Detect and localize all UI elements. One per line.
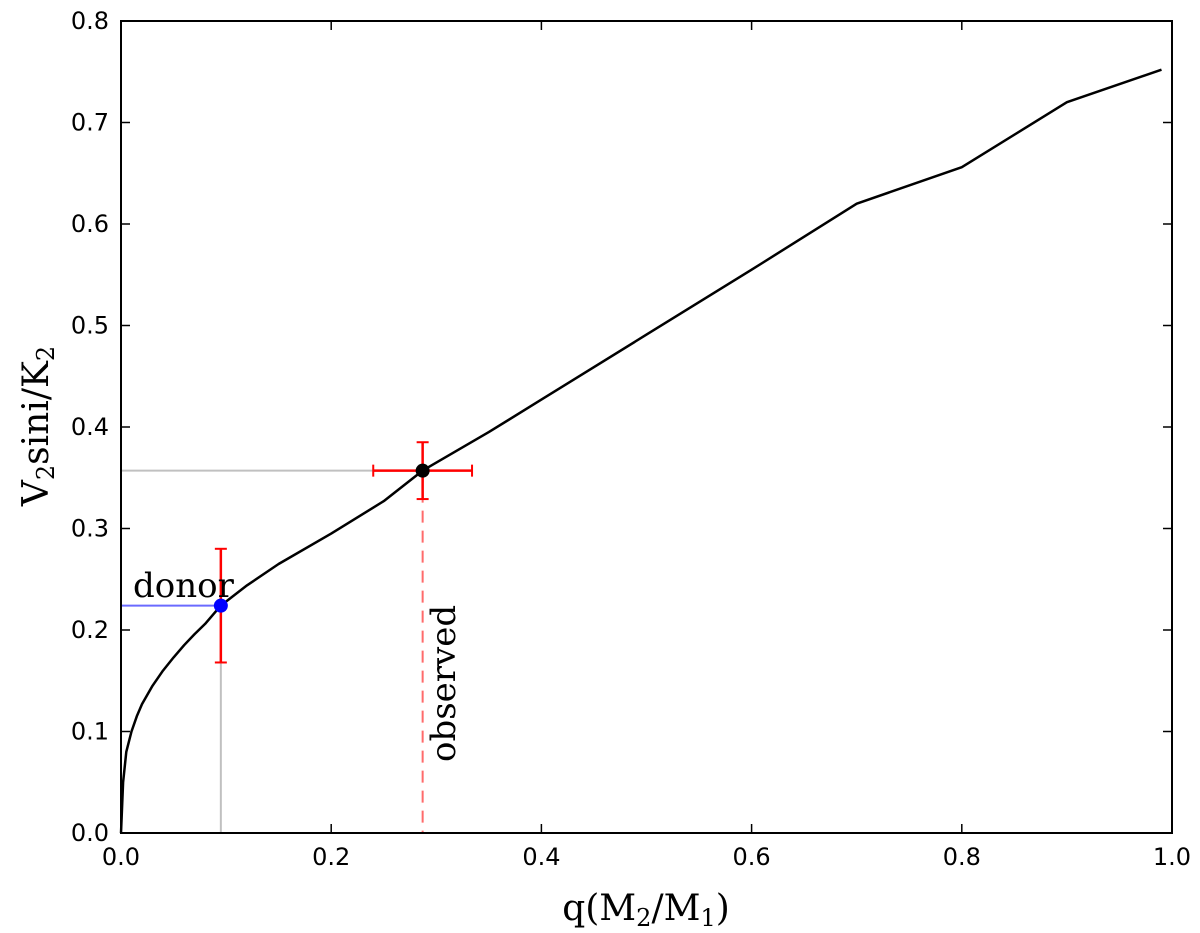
x-tick-label: 0.4 [522, 843, 560, 871]
x-tick-label: 0.6 [733, 843, 771, 871]
y-tick-label: 0.7 [71, 109, 109, 137]
model-curve [119, 68, 1162, 834]
y-tick-label: 0.8 [71, 7, 109, 35]
plot-background [121, 21, 1172, 833]
y-tick-label: 0.0 [71, 819, 109, 847]
donor-point [213, 598, 228, 613]
y-tick-label: 0.6 [71, 210, 109, 238]
y-axis-title: V2sini/K2 [16, 346, 60, 507]
data-markers [213, 463, 430, 613]
axis-ticks: 0.0 0.2 0.4 0.6 0.8 1.0 0.0 0.1 0.2 0.3 0.4 0.5 0.6 0… [71, 7, 1191, 871]
y-tick-label: 0.5 [71, 312, 109, 340]
x-tick-label: 0.2 [312, 843, 350, 871]
observed-point [415, 463, 430, 478]
observed-label: observed [424, 605, 464, 762]
x-tick-label: 0.8 [943, 843, 981, 871]
y-tick-label: 0.2 [71, 616, 109, 644]
x-axis-title: q(M2/M1) [562, 888, 730, 932]
donor-label: donor [133, 566, 235, 606]
y-tick-label: 0.1 [71, 718, 109, 746]
y-tick-label: 0.4 [71, 413, 109, 441]
model-curve-layer [119, 68, 1162, 834]
x-tick-label: 0.0 [102, 843, 140, 871]
y-tick-label: 0.3 [71, 515, 109, 543]
plot-area [121, 21, 1172, 833]
x-tick-label: 1.0 [1153, 843, 1191, 871]
